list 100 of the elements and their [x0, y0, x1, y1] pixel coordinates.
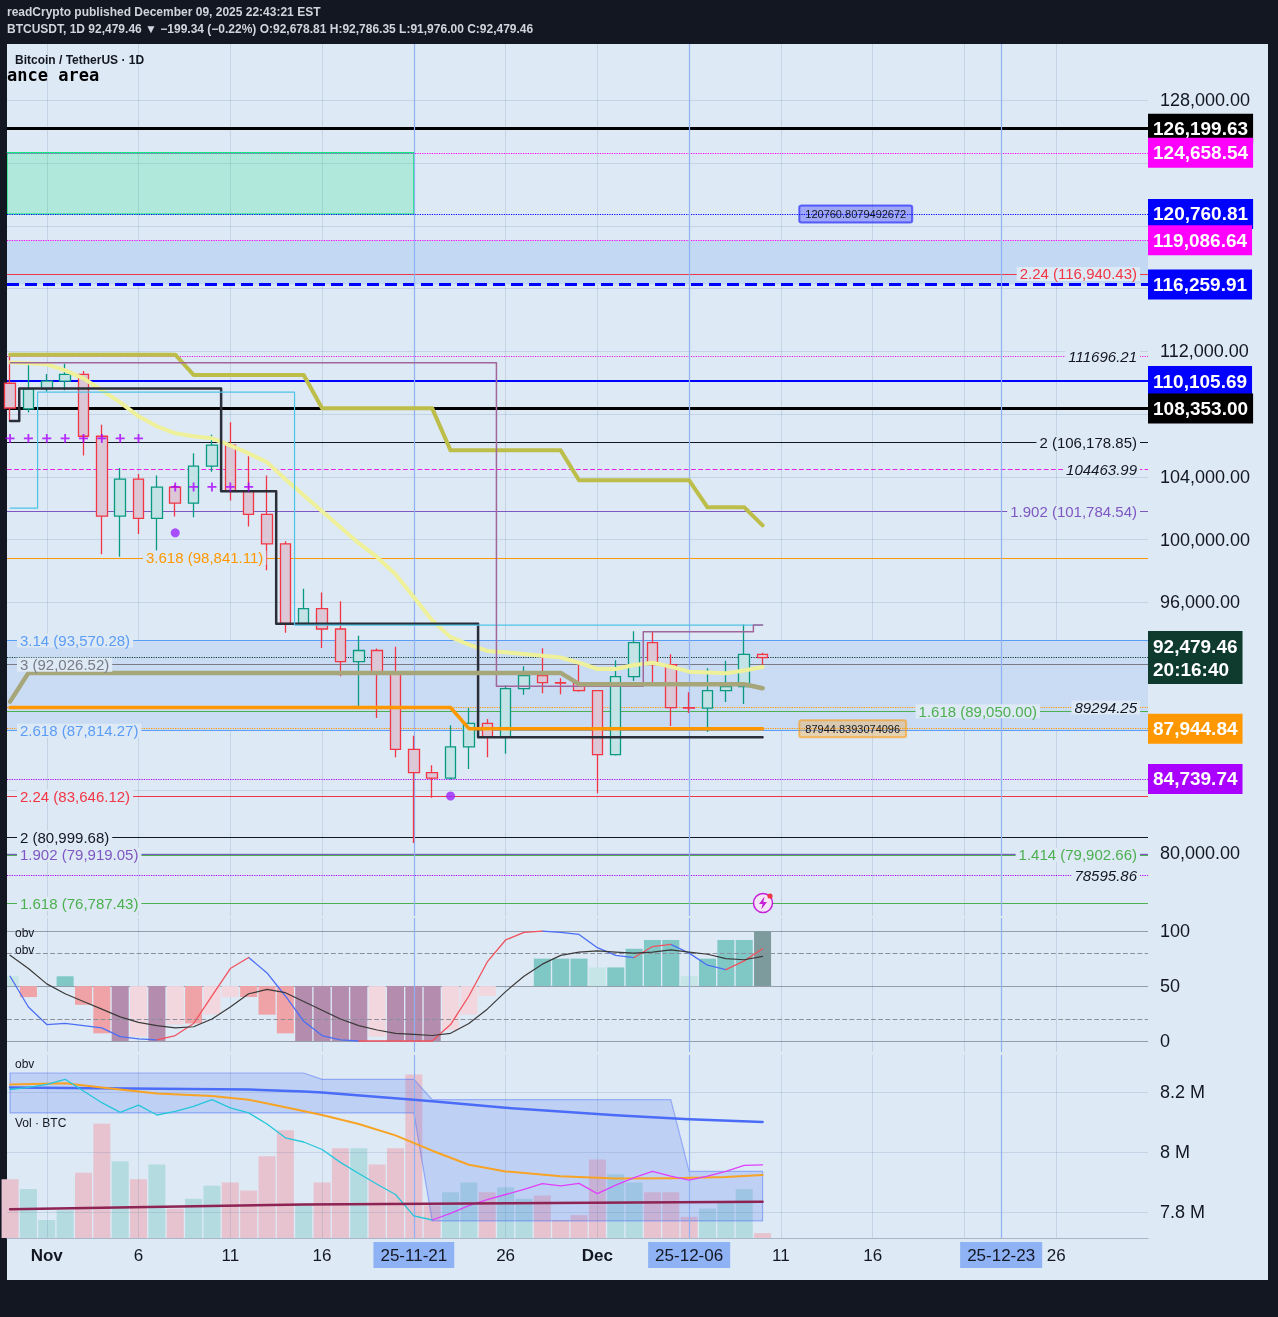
ref-line-label: 2.618 (87,814.27) [20, 722, 139, 740]
y-tick-label: 100,000.00 [1160, 529, 1251, 550]
ref-line-label: 1.902 (79,919.05) [20, 846, 139, 864]
y-tick-label: 100 [1160, 921, 1191, 942]
candlestick [205, 434, 219, 473]
candlestick [554, 677, 567, 695]
x-tick-label: 26 [1046, 1246, 1066, 1265]
point [225, 482, 235, 492]
y-tick-label: 0 [1160, 1031, 1171, 1052]
annotation: 120760.8079492672 [805, 208, 907, 220]
bar [56, 976, 74, 987]
x-tick-label: 11 [772, 1246, 790, 1265]
ref-line-label: 25-12-06 [655, 1245, 724, 1265]
y-tick-label: 8 M [1160, 1141, 1191, 1162]
annotation: 87944.8393074096 [805, 722, 901, 735]
candlestick [168, 484, 182, 518]
bar [111, 1161, 129, 1238]
bar [148, 986, 166, 1042]
ref-line-label: 116,259.91 [1153, 274, 1248, 296]
candlestick [701, 667, 714, 733]
ref-line-label: 2.24 (116,940.43) [1019, 265, 1137, 283]
text: Vol · BTC [15, 1116, 67, 1130]
ref-line-label: 2 (106,178.85) [1039, 434, 1137, 452]
candlestick [334, 600, 347, 678]
bar [19, 986, 37, 998]
ref-line-label: 89294.25 [1074, 699, 1138, 716]
bar [295, 1203, 313, 1238]
bar [221, 986, 239, 998]
ref-line-label: 3.618 (98,841.11) [146, 549, 264, 567]
bar [478, 986, 496, 996]
bar [588, 967, 606, 987]
point [207, 482, 217, 492]
candlestick [682, 691, 696, 714]
x-tick-label: 6 [133, 1246, 144, 1265]
candlestick [719, 660, 733, 703]
x-tick-label: 26 [496, 1246, 516, 1265]
y-tick-label: 112,000.00 [1160, 341, 1249, 362]
point [244, 482, 254, 492]
bar [754, 1233, 772, 1238]
ref-line-label: 119,086.64 [1153, 229, 1248, 251]
bar [754, 931, 772, 987]
ref-line-label: 124,658.54 [1153, 142, 1249, 164]
x-tick-label: Nov [30, 1246, 64, 1265]
ref-line-label: 92,479.46 20:16:40 [1153, 635, 1238, 680]
candlestick [444, 724, 457, 781]
ref-line-label: 87,944.84 [1153, 718, 1238, 740]
bar [148, 1164, 166, 1238]
bar [680, 1216, 698, 1238]
ref-line-label: 2.24 (83,646.12) [20, 787, 131, 805]
ref-line-label: 3.14 (93,570.28) [20, 631, 131, 649]
ref-line-label: 25-11-21 [380, 1245, 448, 1265]
bar [735, 1188, 753, 1238]
candlestick [242, 455, 255, 528]
ref-line-label: 3 (92,026.52) [20, 656, 110, 674]
candlestick [591, 689, 604, 794]
chart-subtitle: BTCUSDT, 1D 92,479.46 ▼ −199.34 (−0.22%) O:92,678.81 H:92,786.35 L:91,976.00 C:92,479.46 [7, 22, 534, 36]
text: Bitcoin / TetherUS · 1D [15, 53, 145, 67]
ref-line-label: 84,739.74 [1153, 768, 1238, 790]
ref-line-label: 104463.99 [1066, 461, 1138, 479]
bar [295, 986, 313, 1042]
x-tick-label: Dec [581, 1246, 613, 1265]
candlestick [3, 355, 17, 422]
candlestick [132, 473, 145, 535]
chart-title: obv [15, 1057, 35, 1071]
ref-line-label: 78595.86 [1074, 866, 1138, 884]
bar [111, 986, 129, 1042]
ref-line-label: 25-12-23 [967, 1245, 1036, 1265]
ref-line-label: 108,353.00 [1153, 398, 1249, 420]
bar [607, 967, 625, 987]
ref-line-label: 1.618 (89,050.00) [918, 702, 1037, 720]
text: obv [15, 926, 35, 940]
bar [185, 986, 203, 1024]
bar [350, 1148, 368, 1238]
x-tick-label: 16 [863, 1246, 883, 1265]
ref-line-label: 110,105.69 [1153, 370, 1248, 392]
candlestick [499, 684, 512, 755]
bar [625, 1182, 643, 1238]
ref-line-label: 1.618 (76,787.43) [20, 895, 139, 913]
bar [735, 939, 753, 987]
x-tick-label: 11 [221, 1246, 240, 1265]
candlestick [279, 540, 292, 634]
bar [56, 1210, 74, 1238]
candlestick [536, 647, 549, 694]
bar [423, 986, 441, 1042]
y-tick-label: 96,000.00 [1160, 592, 1241, 613]
text: obv [15, 943, 35, 957]
y-tick-label: 128,000.00 [1160, 90, 1251, 111]
bar [203, 986, 221, 1015]
ref-line-label: 126,199.63 [1153, 118, 1249, 140]
ref-line-label: 120,760.81 [1153, 203, 1249, 225]
ref-line-label: 1.902 (101,784.54) [1010, 503, 1137, 521]
candlestick [370, 647, 384, 719]
bar [166, 986, 184, 1025]
candlestick [297, 588, 310, 625]
candlestick [150, 474, 164, 552]
bar [1, 1179, 19, 1238]
candlestick [113, 467, 127, 558]
bar [368, 986, 386, 1037]
y-tick-label: 104,000.00 [1160, 466, 1251, 487]
bar [478, 1192, 496, 1238]
